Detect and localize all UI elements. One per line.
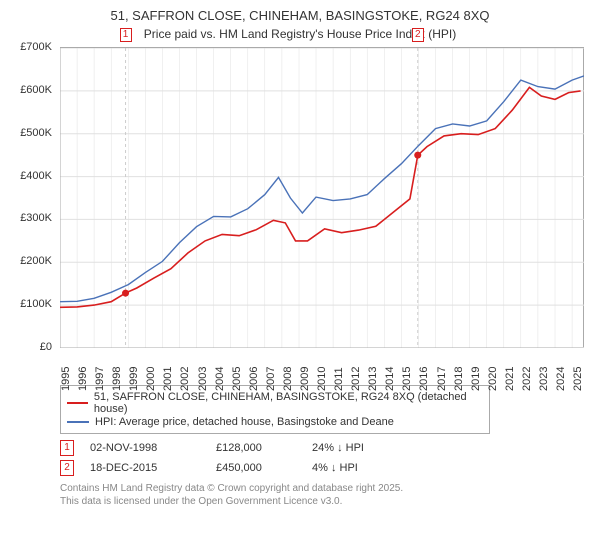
y-axis-label: £700K: [8, 41, 52, 53]
x-axis-label: 2000: [145, 367, 157, 391]
y-axis-label: £200K: [8, 255, 52, 267]
x-axis-label: 2021: [504, 367, 516, 391]
x-axis-label: 2001: [162, 367, 174, 391]
x-axis-label: 2007: [265, 367, 277, 391]
transaction-badge: 1: [60, 440, 74, 456]
x-axis-label: 2020: [487, 367, 499, 391]
data-attribution: Contains HM Land Registry data © Crown c…: [60, 482, 588, 508]
transaction-row: 1 02-NOV-1998 £128,000 24% ↓ HPI: [60, 440, 588, 456]
transactions-table: 1 02-NOV-1998 £128,000 24% ↓ HPI 2 18-DEC-201…: [60, 440, 588, 476]
legend-label: 51, SAFFRON CLOSE, CHINEHAM, BASINGSTOKE…: [94, 391, 483, 415]
y-axis-label: £400K: [8, 170, 52, 182]
x-axis-label: 2022: [521, 367, 533, 391]
transaction-price: £450,000: [216, 462, 296, 474]
x-axis-label: 2009: [299, 367, 311, 391]
x-axis-label: 2015: [401, 367, 413, 391]
x-axis-label: 2006: [248, 367, 260, 391]
transaction-delta: 4% ↓ HPI: [312, 462, 402, 474]
footer-line-2: This data is licensed under the Open Gov…: [60, 495, 588, 508]
x-axis-label: 2008: [282, 367, 294, 391]
legend-swatch: [67, 421, 89, 423]
legend-swatch: [67, 402, 88, 404]
x-axis-label: 2017: [436, 367, 448, 391]
x-axis-label: 2019: [470, 367, 482, 391]
x-axis-label: 1995: [60, 367, 72, 391]
x-axis-label: 2023: [538, 367, 550, 391]
sale-marker: 2: [412, 28, 424, 42]
y-axis-label: £600K: [8, 84, 52, 96]
y-axis-label: £300K: [8, 212, 52, 224]
price-chart: £0£100K£200K£300K£400K£500K£600K£700K 12…: [12, 47, 588, 377]
transaction-delta: 24% ↓ HPI: [312, 442, 402, 454]
x-axis-label: 2004: [214, 367, 226, 391]
x-axis-label: 1997: [94, 367, 106, 391]
x-axis-label: 2018: [453, 367, 465, 391]
x-axis-label: 2024: [555, 367, 567, 391]
y-axis-label: £100K: [8, 298, 52, 310]
legend-label: HPI: Average price, detached house, Basi…: [95, 416, 394, 428]
x-axis-label: 2005: [231, 367, 243, 391]
x-axis-label: 1998: [111, 367, 123, 391]
legend: 51, SAFFRON CLOSE, CHINEHAM, BASINGSTOKE…: [60, 385, 490, 434]
x-axis-label: 2002: [179, 367, 191, 391]
transaction-price: £128,000: [216, 442, 296, 454]
y-axis-label: £500K: [8, 127, 52, 139]
x-axis-label: 1999: [128, 367, 140, 391]
x-axis-label: 2016: [418, 367, 430, 391]
transaction-date: 18-DEC-2015: [90, 462, 200, 474]
page-subtitle: Price paid vs. HM Land Registry's House …: [12, 27, 588, 41]
sale-marker: 1: [120, 28, 132, 42]
x-axis-label: 2013: [367, 367, 379, 391]
x-axis-label: 1996: [77, 367, 89, 391]
x-axis-label: 2010: [316, 367, 328, 391]
x-axis-label: 2012: [350, 367, 362, 391]
x-axis-label: 2011: [333, 367, 345, 391]
page-title: 51, SAFFRON CLOSE, CHINEHAM, BASINGSTOKE…: [12, 8, 588, 23]
footer-line-1: Contains HM Land Registry data © Crown c…: [60, 482, 588, 495]
transaction-date: 02-NOV-1998: [90, 442, 200, 454]
x-axis-label: 2003: [197, 367, 209, 391]
x-axis-label: 2014: [384, 367, 396, 391]
x-axis-label: 2025: [572, 367, 584, 391]
transaction-badge: 2: [60, 460, 74, 476]
transaction-row: 2 18-DEC-2015 £450,000 4% ↓ HPI: [60, 460, 588, 476]
legend-item: 51, SAFFRON CLOSE, CHINEHAM, BASINGSTOKE…: [67, 391, 483, 415]
y-axis-label: £0: [8, 341, 52, 353]
legend-item: HPI: Average price, detached house, Basi…: [67, 416, 483, 428]
